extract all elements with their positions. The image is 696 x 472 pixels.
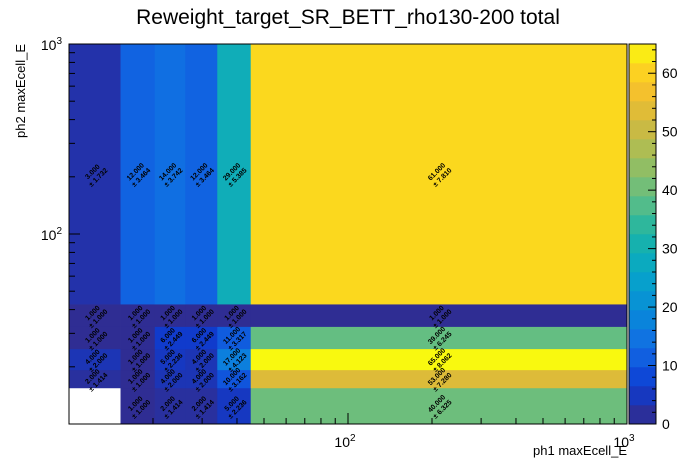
colorbar-band: [629, 310, 656, 330]
colorbar-band: [629, 63, 656, 83]
heatmap-cell: [217, 326, 252, 350]
colorbar-tick-label: 40: [662, 182, 678, 198]
heatmap-cell: [154, 326, 186, 350]
chart-title: Reweight_target_SR_BETT_rho130-200 total: [136, 6, 560, 29]
heatmap-cell: [217, 304, 252, 327]
heatmap-cell: [69, 44, 121, 305]
colorbar-band: [629, 177, 656, 197]
heatmap-cell: [217, 387, 252, 425]
colorbar-tick-label: 60: [662, 65, 678, 81]
heatmap-cell: [154, 387, 186, 425]
colorbar-band: [629, 139, 656, 159]
colorbar: 0 10 20 30 40 50 60: [628, 43, 678, 432]
heatmap-cell: [185, 44, 218, 305]
colorbar-band: [629, 291, 656, 311]
colorbar-band: [629, 272, 656, 292]
colorbar-band: [629, 196, 656, 216]
heatmap-cell: [69, 369, 121, 389]
heatmap-cell: [250, 369, 628, 389]
y-tick-label: 102: [41, 226, 63, 243]
heatmap-cell: [250, 348, 628, 371]
colorbar-border: [628, 43, 657, 425]
colorbar-tick-label: 0: [662, 416, 670, 432]
heatmap-cell: [120, 44, 156, 305]
heatmap-cell: [120, 326, 156, 350]
heatmap-cell: [217, 44, 252, 305]
heatmap-cell: [250, 304, 628, 327]
heatmap-cell: [185, 369, 218, 389]
colorbar-band: [629, 101, 656, 121]
colorbar-band: [629, 386, 656, 406]
heatmap-cell: [120, 304, 156, 327]
colorbar-band: [629, 367, 656, 387]
heatmap-cell: [69, 326, 121, 350]
colorbar-band: [629, 215, 656, 235]
heatmap-cell: [217, 348, 252, 371]
y-tick-label: 103: [41, 36, 63, 53]
plot-frame: 102 103 102 103: [41, 36, 635, 450]
colorbar-band: [629, 120, 656, 140]
heatmap-cell: [185, 326, 218, 350]
heatmap-cell: [250, 326, 628, 350]
heatmap-cell: [120, 369, 156, 389]
heatmap-cell: [154, 369, 186, 389]
colorbar-tick-label: 20: [662, 299, 678, 315]
colorbar-tick-label: 30: [662, 241, 678, 257]
heatmap-cell: [250, 44, 628, 305]
heatmap-cell: [154, 304, 186, 327]
x-axis-title: ph1 maxEcell_E: [533, 443, 627, 458]
y-axis-title: ph2 maxEcell_E: [13, 44, 28, 138]
heatmap-cell: [154, 348, 186, 371]
heatmap-cell: [185, 387, 218, 425]
colorbar-band: [629, 348, 656, 368]
heatmap-cell: [120, 348, 156, 371]
colorbar-band: [629, 253, 656, 273]
heatmap-cell: [69, 348, 121, 371]
x-tick-label: 103: [613, 433, 635, 450]
colorbar-band: [629, 329, 656, 349]
colorbar-band: [629, 158, 656, 178]
colorbar-tick-label: 50: [662, 124, 678, 140]
heatmap-cell: [185, 304, 218, 327]
colorbar-tick-label: 10: [662, 358, 678, 374]
colorbar-band: [629, 44, 656, 64]
x-tick-label: 102: [334, 433, 356, 450]
heatmap-cell: [185, 348, 218, 371]
heatmap-cell: [120, 387, 156, 425]
colorbar-band: [629, 82, 656, 102]
heatmap-cell: [217, 369, 252, 389]
colorbar-band: [629, 405, 656, 425]
colorbar-band: [629, 234, 656, 254]
heatmap-cells: [69, 44, 628, 425]
heatmap-cell: [69, 304, 121, 327]
heatmap-cell: [154, 44, 186, 305]
